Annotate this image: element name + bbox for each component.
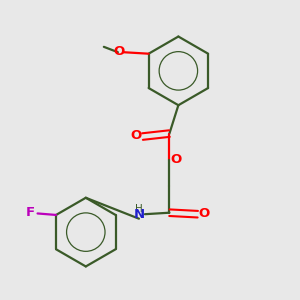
Text: O: O: [130, 129, 142, 142]
Text: O: O: [170, 153, 182, 167]
Text: F: F: [26, 206, 35, 219]
Text: O: O: [113, 45, 124, 58]
Text: H: H: [135, 204, 143, 214]
Text: O: O: [199, 207, 210, 220]
Text: N: N: [134, 208, 145, 221]
